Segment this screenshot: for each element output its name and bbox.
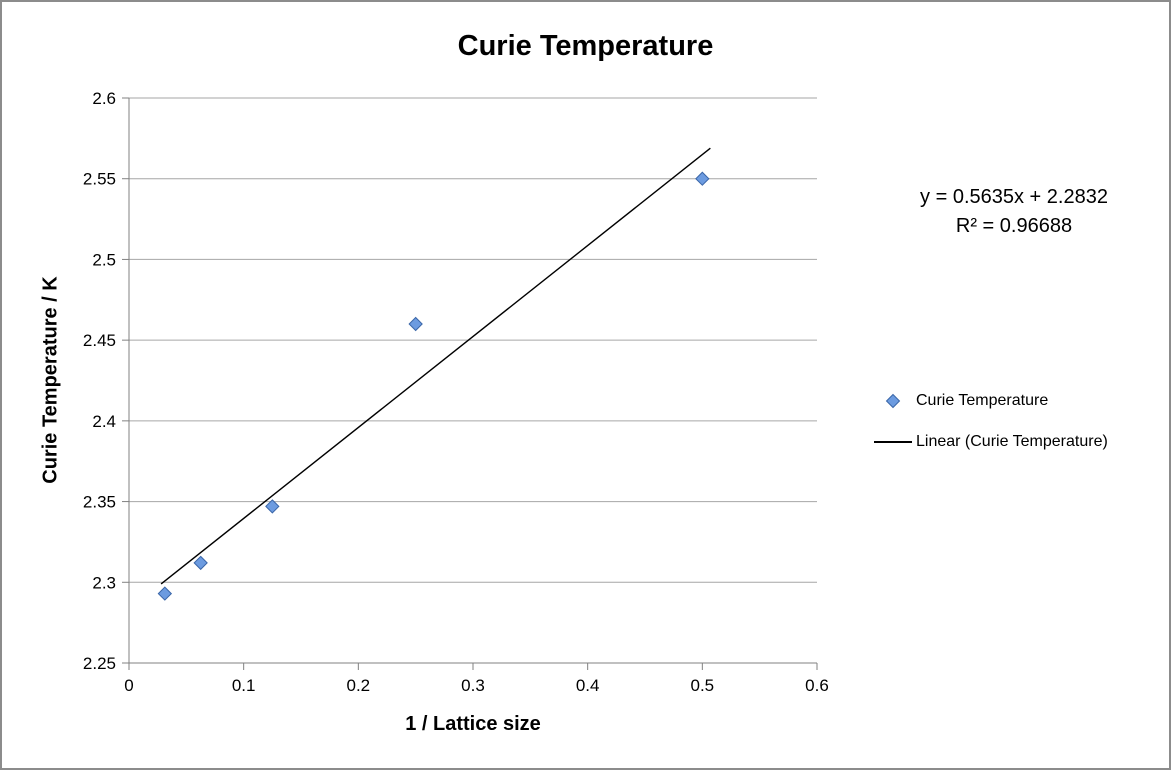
trendline-annotation: y = 0.5635x + 2.2832 R² = 0.96688 <box>874 183 1154 241</box>
trendline <box>160 147 711 585</box>
legend-entry-trendline: Linear (Curie Temperature) <box>874 429 1108 455</box>
trendline-r-squared: R² = 0.96688 <box>955 215 1073 237</box>
chart-title: Curie Temperature <box>457 30 714 62</box>
legend: Curie Temperature Linear (Curie Temperat… <box>874 388 1108 455</box>
data-point <box>695 171 710 186</box>
x-axis-title: 1 / Lattice size <box>405 713 541 735</box>
y-axis-title: Curie Temperature / K <box>39 276 62 484</box>
data-point <box>157 586 173 601</box>
x-tick-label: 0.4 <box>576 676 600 695</box>
diamond-marker-icon <box>874 393 912 409</box>
y-tick-label: 2.4 <box>92 412 116 431</box>
legend-label-series: Curie Temperature <box>916 392 1049 409</box>
trendline-swatch-icon <box>874 441 912 443</box>
legend-label-trendline: Linear (Curie Temperature) <box>916 433 1108 450</box>
y-tick-label: 2.25 <box>83 654 116 673</box>
x-tick-label: 0.1 <box>232 676 256 695</box>
x-tick-label: 0.2 <box>347 676 371 695</box>
y-tick-label: 2.45 <box>83 331 116 350</box>
x-tick-label: 0.5 <box>691 676 715 695</box>
y-tick-label: 2.35 <box>83 493 116 512</box>
y-tick-label: 2.55 <box>83 170 116 189</box>
x-tick-label: 0.6 <box>805 676 829 695</box>
data-point <box>193 555 208 571</box>
data-point <box>265 499 280 514</box>
y-tick-label: 2.3 <box>92 573 116 592</box>
x-tick-label: 0.3 <box>461 676 485 695</box>
legend-entry-series: Curie Temperature <box>874 388 1108 414</box>
y-tick-label: 2.5 <box>92 250 116 269</box>
x-tick-label: 0 <box>124 676 133 695</box>
trendline-equation: y = 0.5635x + 2.2832 <box>920 186 1108 208</box>
y-tick-label: 2.6 <box>92 89 116 108</box>
data-point <box>408 316 423 332</box>
